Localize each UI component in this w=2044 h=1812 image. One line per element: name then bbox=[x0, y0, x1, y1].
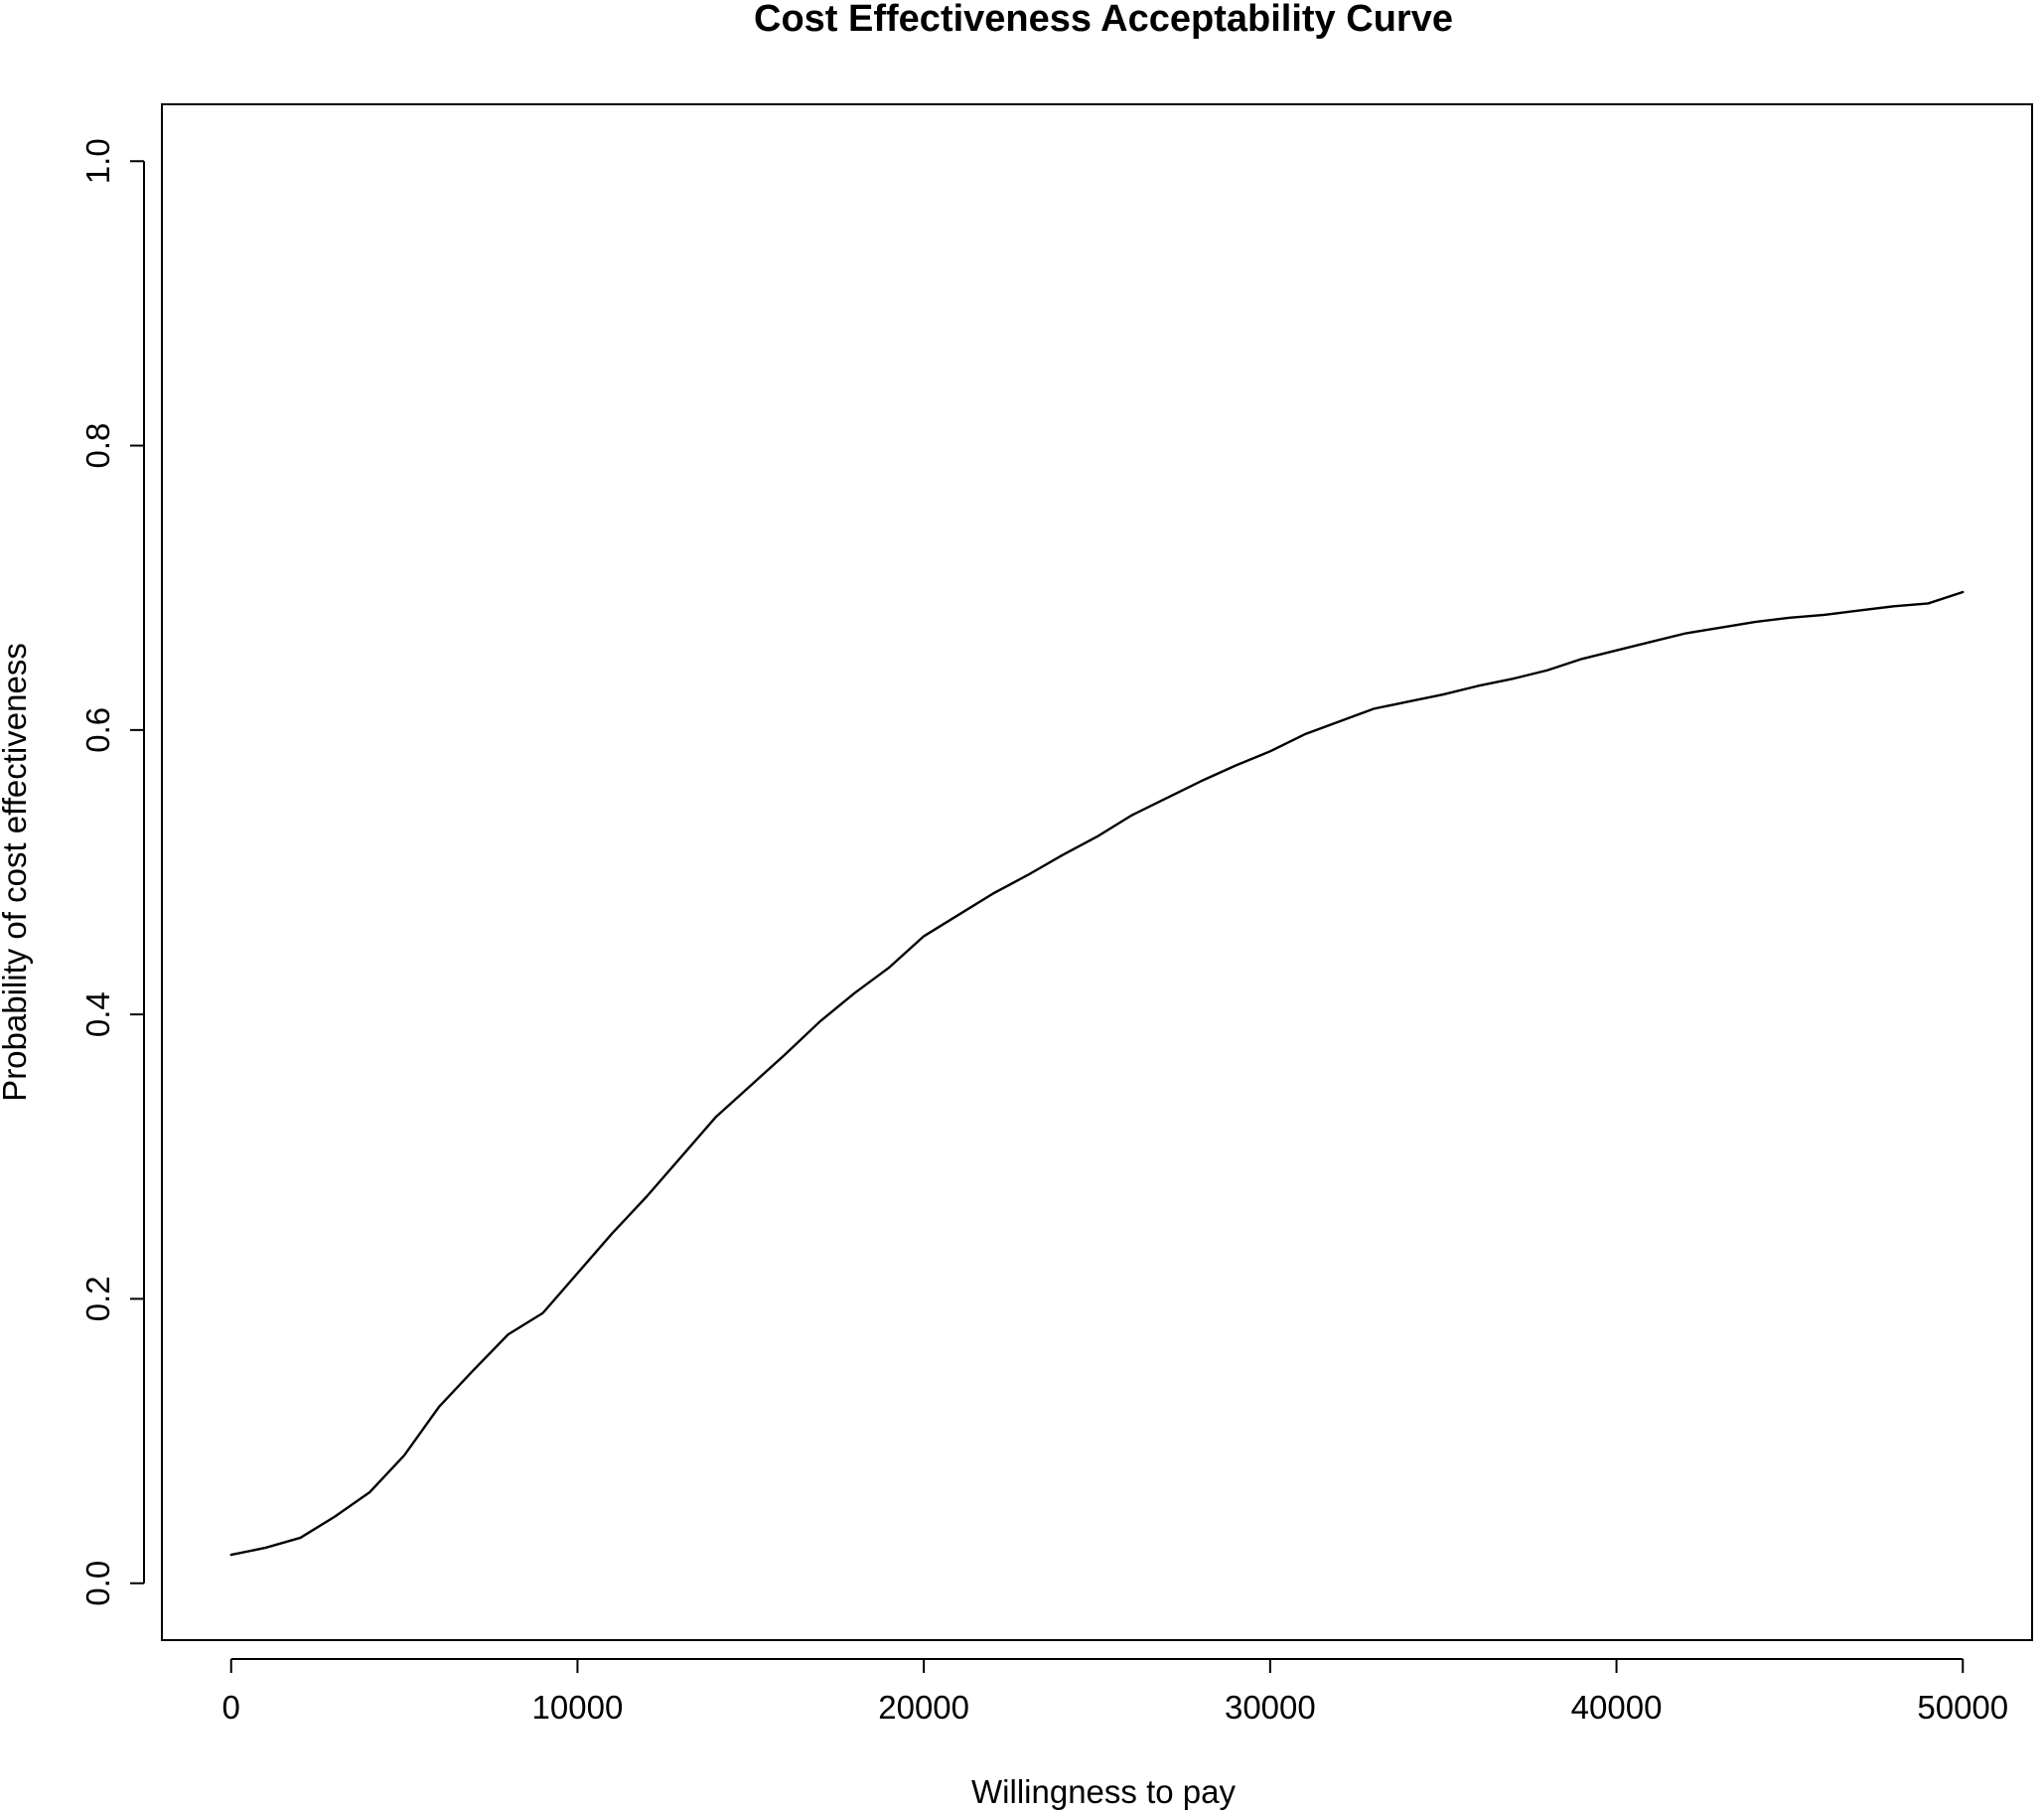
x-tick-label: 30000 bbox=[1225, 1689, 1316, 1726]
y-axis: 0.0 0.2 0.4 0.6 0.8 1.0 bbox=[79, 138, 145, 1606]
y-tick-label: 0.4 bbox=[79, 991, 116, 1037]
ceac-curve-line bbox=[229, 590, 1965, 1557]
y-axis-label: Probability of cost effectiveness bbox=[0, 643, 33, 1102]
x-axis: 0 10000 20000 30000 40000 50000 bbox=[222, 1658, 2008, 1726]
y-tick-label: 0.8 bbox=[79, 423, 116, 469]
x-tick-label: 0 bbox=[222, 1689, 240, 1726]
y-tick-label: 0.2 bbox=[79, 1277, 116, 1322]
x-axis-label: Willingness to pay bbox=[971, 1773, 1236, 1810]
chart-title: Cost Effectiveness Acceptability Curve bbox=[754, 0, 1453, 40]
x-tick-label: 10000 bbox=[532, 1689, 624, 1726]
y-tick-label: 0.0 bbox=[79, 1561, 116, 1606]
x-tick-label: 20000 bbox=[878, 1689, 969, 1726]
x-tick-label: 40000 bbox=[1571, 1689, 1663, 1726]
x-tick-label: 50000 bbox=[1917, 1689, 2008, 1726]
y-tick-label: 0.6 bbox=[79, 707, 116, 753]
plot-frame bbox=[161, 103, 2033, 1641]
y-tick-label: 1.0 bbox=[79, 138, 116, 184]
